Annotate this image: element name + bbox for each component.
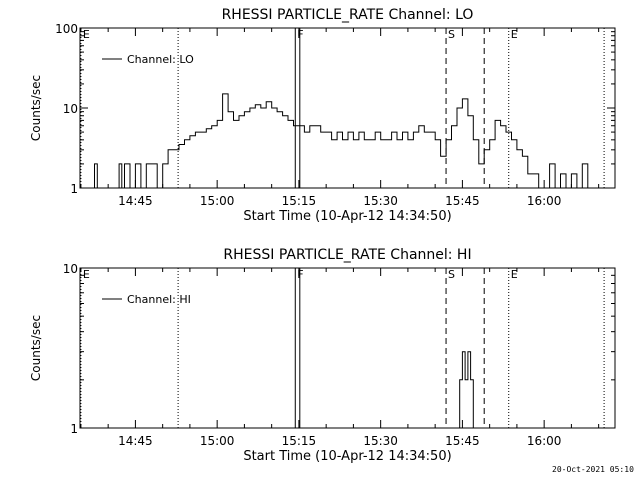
event-marker-label: F <box>297 268 303 281</box>
x-tick-label: 15:15 <box>282 434 317 448</box>
event-marker-label: F <box>297 28 303 41</box>
plot-frame <box>79 27 616 189</box>
timestamp-label: 20-Oct-2021 05:10 <box>552 465 634 474</box>
chart-panel-2: RHESSI PARTICLE_RATE Channel: HI 1 10 14:45… <box>29 247 616 464</box>
legend-entry: Channel: HI <box>127 293 191 306</box>
legend: Channel: HI <box>102 293 191 306</box>
data-series-line <box>80 93 599 189</box>
y-axis-label: Counts/sec <box>29 315 43 381</box>
plot-frame <box>79 267 616 429</box>
event-marker-label: E <box>511 28 518 41</box>
x-tick-label: 15:45 <box>445 194 480 208</box>
legend: Channel: LO <box>102 53 194 66</box>
x-tick-label: 15:45 <box>445 434 480 448</box>
event-marker-label: E <box>511 268 518 281</box>
y-tick-label: 100 <box>55 22 78 36</box>
event-marker-label: S <box>448 28 455 41</box>
x-axis-label: Start Time (10-Apr-12 14:34:50) <box>243 209 451 224</box>
y-tick-label: 1 <box>70 182 78 196</box>
y-tick-label: 10 <box>63 262 78 276</box>
x-tick-label: 15:00 <box>200 434 235 448</box>
x-tick-label: 15:30 <box>363 194 398 208</box>
event-marker-label: S <box>448 268 455 281</box>
x-axis-label: Start Time (10-Apr-12 14:34:50) <box>243 449 451 464</box>
chart-title: RHESSI PARTICLE_RATE Channel: HI <box>223 247 471 263</box>
x-tick-label: 15:30 <box>363 434 398 448</box>
y-tick-label: 1 <box>70 422 78 436</box>
data-series-line <box>457 351 474 429</box>
event-marker-label: E <box>83 268 90 281</box>
x-tick-label: 14:45 <box>118 194 153 208</box>
event-marker-label: E <box>83 28 90 41</box>
x-tick-label: 15:00 <box>200 194 235 208</box>
legend-entry: Channel: LO <box>127 53 194 66</box>
y-axis-label: Counts/sec <box>29 75 43 141</box>
x-tick-label: 16:00 <box>527 194 562 208</box>
x-tick-label: 16:00 <box>527 434 562 448</box>
y-tick-label: 10 <box>63 102 78 116</box>
chart-title: RHESSI PARTICLE_RATE Channel: LO <box>222 7 474 23</box>
chart-panel-1: RHESSI PARTICLE_RATE Channel: LO 1 10 100 14… <box>29 7 616 224</box>
x-tick-label: 15:15 <box>282 194 317 208</box>
x-tick-label: 14:45 <box>118 434 153 448</box>
